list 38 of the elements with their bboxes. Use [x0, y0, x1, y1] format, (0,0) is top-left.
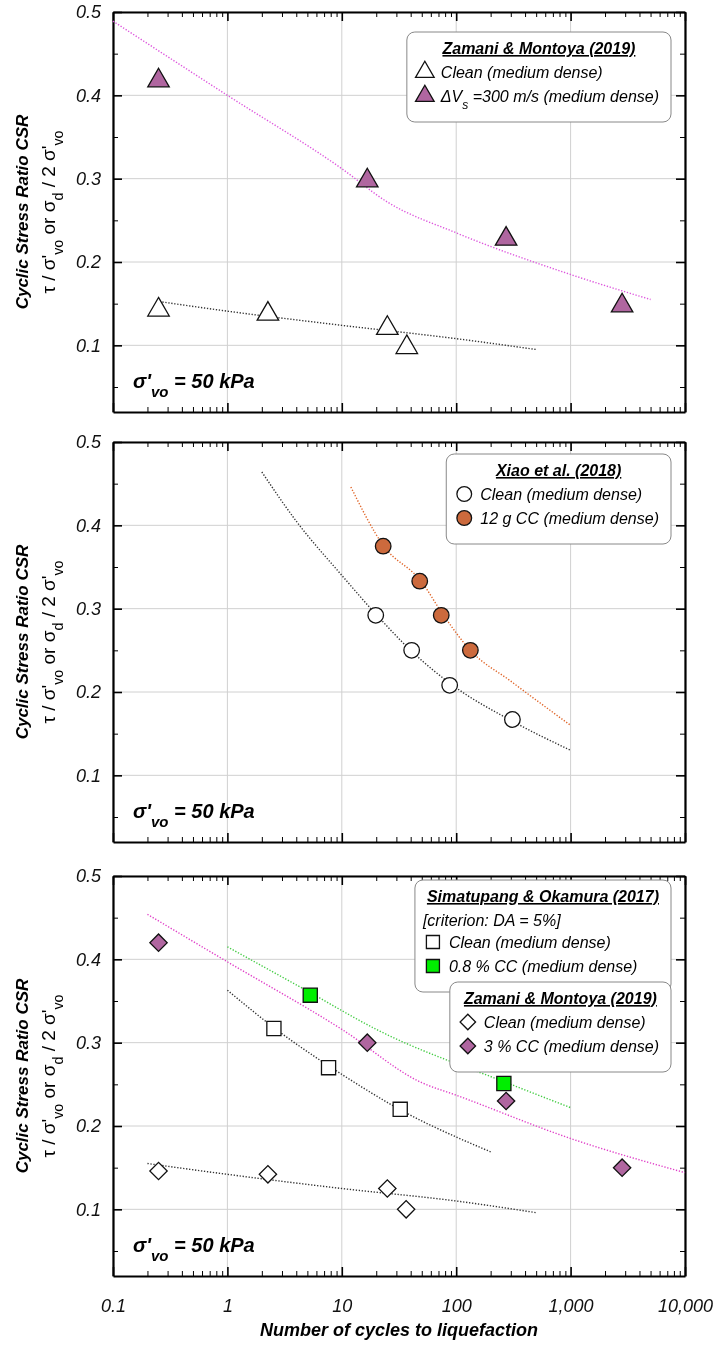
x-axis-title: Number of cycles to liquefaction [259, 1320, 539, 1340]
annotation: Zamani & Montoya (2019) [462, 990, 657, 1007]
x-tick-label: 10,000 [657, 1296, 714, 1317]
legend-label: 0.8 % CC (medium dense) [448, 958, 638, 975]
legend-label: 3 % CC (medium dense) [483, 1038, 659, 1055]
annotation: σ'$_{vo}$ = 50 kPa [133, 1234, 255, 1264]
y-tick-label: 0.1 [75, 765, 101, 786]
legend-title: Simatupang & Okamura (2017) [426, 888, 659, 905]
y-tick-label: 0.4 [75, 949, 101, 970]
y-tick-label: 0.2 [75, 252, 101, 273]
x-tick-label: 10 [332, 1296, 353, 1317]
legend-label: Clean (medium dense) [483, 1014, 646, 1031]
legend-title: Xiao et al. (2018) [494, 462, 622, 479]
legend-label: Clean (medium dense) [480, 486, 643, 503]
legend-label: Clean (medium dense) [440, 64, 603, 81]
x-tick-label: 0.1 [100, 1296, 127, 1317]
y-tick-label: 0.5 [75, 432, 102, 453]
y-tick-label: 0.3 [75, 598, 101, 619]
y-tick-label: 0.3 [75, 168, 101, 189]
y-tick-label: 0.5 [75, 2, 102, 23]
x-tick-label: 1 [222, 1296, 233, 1317]
legend-label: 12 g CC (medium dense) [480, 510, 659, 527]
legend-label: Clean (medium dense) [448, 934, 611, 951]
y-tick-label: 0.4 [75, 85, 101, 106]
y-tick-label: 0.1 [75, 1199, 101, 1220]
y-tick-label: 0.4 [75, 515, 101, 536]
x-tick-label: 1,000 [548, 1296, 594, 1317]
y-tick-label: 0.5 [75, 866, 102, 887]
y-tick-label: 0.2 [75, 682, 101, 703]
annotation: σ'$_{vo}$ = 50 kPa [133, 370, 255, 400]
y-tick-label: 0.3 [75, 1032, 101, 1053]
annotation: [criterion: DA = 5%] [421, 912, 562, 929]
legend-label: ΔV$_{s}$ =300 m/s (medium dense) [439, 88, 659, 112]
legend-title: Zamani & Montoya (2019) [441, 40, 636, 57]
y-tick-label: 0.1 [75, 335, 101, 356]
x-tick-label: 100 [441, 1296, 472, 1317]
y-tick-label: 0.2 [75, 1116, 101, 1137]
annotation: σ'$_{vo}$ = 50 kPa [133, 800, 255, 830]
